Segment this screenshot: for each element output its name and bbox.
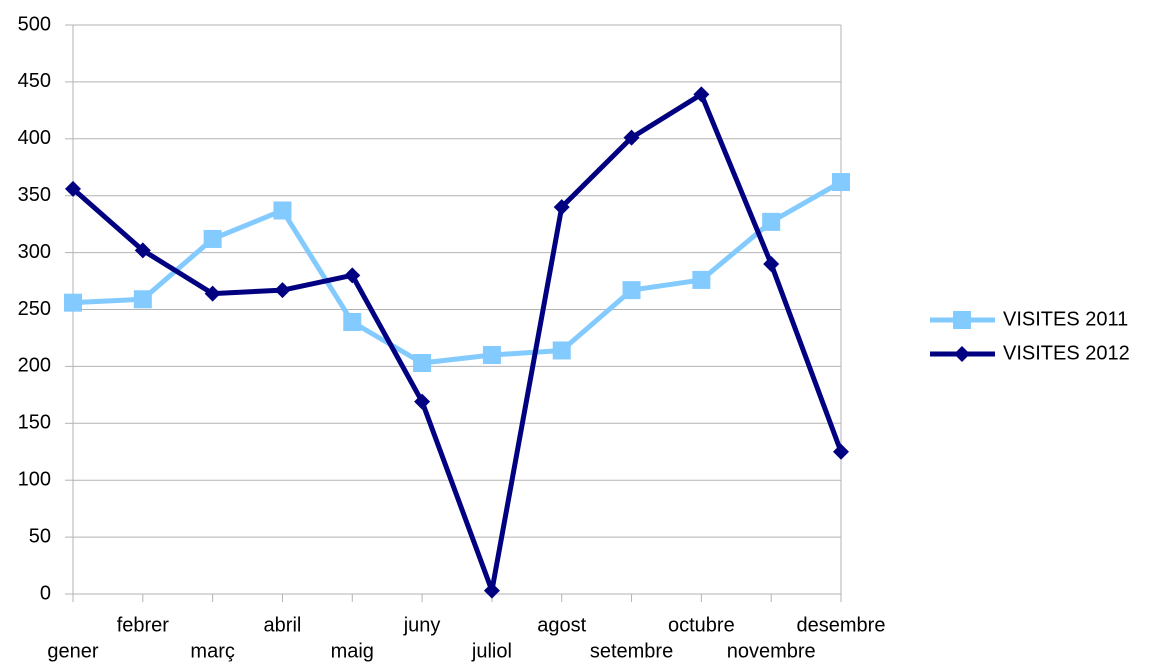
y-tick-label: 50	[29, 525, 51, 547]
marker	[133, 290, 152, 309]
marker	[763, 255, 780, 272]
x-tick-label: gener	[47, 640, 98, 662]
series-line	[72, 179, 843, 366]
legend-label: VISITES 2011	[1003, 308, 1128, 330]
marker	[832, 173, 850, 192]
marker	[414, 393, 431, 410]
marker	[623, 129, 640, 146]
y-tick-label: 0	[40, 582, 51, 604]
marker	[553, 199, 570, 216]
x-tick-label: maig	[331, 640, 374, 662]
y-tick-label: 350	[18, 184, 51, 206]
marker	[344, 267, 361, 284]
y-tick-label: 300	[18, 241, 51, 263]
y-tick-label: 200	[18, 355, 51, 377]
legend-label: VISITES 2012	[1003, 342, 1130, 364]
y-tick-label: 100	[18, 468, 51, 490]
x-tick-label: abril	[264, 614, 302, 636]
x-tick-label: novembre	[727, 640, 816, 662]
x-tick-label: octubre	[668, 614, 735, 636]
marker	[134, 242, 151, 259]
marker	[622, 281, 641, 300]
x-tick-label: juny	[403, 614, 441, 636]
marker	[204, 285, 221, 302]
marker	[483, 582, 500, 599]
series-line	[71, 91, 844, 594]
legend-marker	[954, 346, 970, 362]
marker	[833, 443, 849, 460]
marker	[274, 282, 291, 299]
marker	[65, 180, 81, 197]
marker	[343, 313, 362, 332]
legend-marker	[953, 311, 971, 329]
marker	[203, 229, 222, 248]
y-tick-label: 150	[18, 412, 51, 434]
marker	[273, 201, 292, 220]
marker	[693, 86, 710, 103]
x-tick-label: juliol	[471, 640, 512, 662]
marker	[692, 270, 711, 289]
x-tick-label: desembre	[797, 614, 886, 636]
y-tick-label: 400	[18, 127, 51, 149]
x-tick-label: febrer	[117, 614, 170, 636]
marker	[482, 346, 501, 365]
y-tick-label: 500	[18, 13, 51, 35]
marker	[552, 341, 571, 360]
y-tick-label: 450	[18, 70, 51, 92]
y-tick-label: 250	[18, 298, 51, 320]
x-tick-label: agost	[537, 614, 586, 636]
x-tick-label: març	[190, 640, 234, 662]
marker	[64, 293, 82, 312]
marker	[413, 353, 432, 372]
x-tick-label: setembre	[590, 640, 673, 662]
marker	[762, 212, 781, 231]
